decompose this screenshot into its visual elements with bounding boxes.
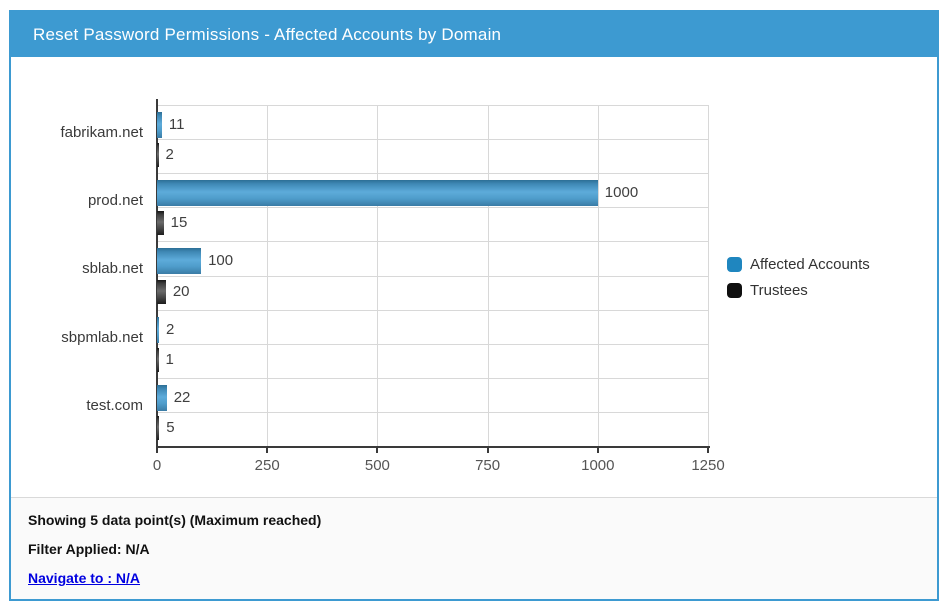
gridline-vertical	[597, 105, 599, 446]
gridline-horizontal	[157, 411, 708, 413]
chart-bar-affected-accounts[interactable]	[157, 112, 162, 138]
gridline-vertical	[267, 105, 269, 446]
category-label: sblab.net	[82, 260, 143, 278]
gridline-horizontal	[157, 139, 708, 141]
x-tick-label: 500	[364, 457, 390, 474]
legend: Affected Accounts Trustees	[727, 256, 870, 308]
legend-item[interactable]: Trustees	[727, 282, 870, 299]
gridline-horizontal	[157, 105, 708, 106]
x-tick-label: 1250	[691, 457, 725, 474]
bar-value-label: 100	[208, 252, 234, 270]
chart-panel: Reset Password Permissions - Affected Ac…	[9, 10, 939, 601]
x-tick-label: 1000	[581, 457, 615, 474]
gridline-vertical	[708, 105, 709, 446]
footer-navigate-link[interactable]: Navigate to : N/A	[28, 570, 141, 586]
gridline-horizontal	[157, 207, 708, 209]
bar-value-label: 11	[168, 116, 185, 133]
gridline-vertical	[487, 105, 489, 446]
category-label: sbpmlab.net	[61, 328, 143, 346]
panel-title: Reset Password Permissions - Affected Ac…	[33, 24, 502, 44]
chart-bar-trustees[interactable]	[157, 143, 159, 168]
x-axis-tick	[486, 448, 489, 453]
bar-value-label: 22	[173, 388, 191, 406]
panel-header: Reset Password Permissions - Affected Ac…	[11, 12, 937, 57]
chart-bar-trustees[interactable]	[157, 279, 166, 304]
bar-value-label: 2	[165, 146, 174, 164]
x-tick-label: 250	[254, 457, 280, 474]
bar-value-label: 1000	[604, 184, 639, 202]
legend-label: Affected Accounts	[750, 256, 870, 273]
x-axis-tick	[156, 448, 158, 453]
legend-label: Trustees	[750, 282, 808, 299]
bar-value-label: 1	[165, 350, 174, 368]
x-axis-tick	[266, 448, 269, 453]
chart-bar-affected-accounts[interactable]	[157, 384, 167, 411]
x-tick-label: 0	[152, 457, 162, 474]
category-label: test.com	[86, 396, 143, 414]
chart-bar-affected-accounts[interactable]	[157, 316, 159, 343]
category-label: prod.net	[87, 192, 143, 210]
chart-bar-trustees[interactable]	[157, 347, 159, 372]
gridline-horizontal	[157, 241, 708, 243]
bar-value-label: 20	[172, 282, 190, 300]
gridline-horizontal	[157, 343, 708, 345]
x-tick-label: 750	[475, 457, 501, 474]
footer-filter: Filter Applied: N/A	[28, 541, 150, 557]
category-label: fabrikam.net	[60, 124, 143, 141]
gridline-horizontal	[157, 309, 708, 311]
chart-bar-trustees[interactable]	[157, 415, 160, 440]
bar-value-label: 5	[166, 418, 175, 436]
x-axis-tick	[596, 448, 599, 453]
gridline-vertical	[377, 105, 379, 446]
legend-swatch-icon	[727, 283, 742, 298]
x-axis-tick	[376, 448, 379, 453]
legend-item[interactable]: Affected Accounts	[727, 256, 870, 273]
gridline-horizontal	[157, 275, 708, 277]
chart-bar-trustees[interactable]	[157, 211, 164, 236]
legend-swatch-icon	[727, 257, 742, 272]
bar-value-label: 2	[166, 320, 175, 338]
chart-bar-affected-accounts[interactable]	[157, 180, 598, 207]
panel-footer: Showing 5 data point(s) (Maximum reached…	[11, 497, 937, 599]
bar-value-label: 15	[170, 214, 188, 232]
plot-area: 0 250 500 750 1000 1250 fabrikam.net 11 2 prod.ne…	[60, 99, 725, 474]
gridline-horizontal	[157, 377, 708, 379]
gridline-horizontal	[157, 173, 708, 175]
chart-bar-affected-accounts[interactable]	[157, 248, 202, 275]
x-axis-line	[156, 446, 710, 448]
x-axis-tick	[707, 448, 709, 453]
chart-region: 0 250 500 750 1000 1250 fabrikam.net 11 2 prod.ne…	[11, 57, 937, 497]
footer-status: Showing 5 data point(s) (Maximum reached…	[28, 512, 322, 528]
